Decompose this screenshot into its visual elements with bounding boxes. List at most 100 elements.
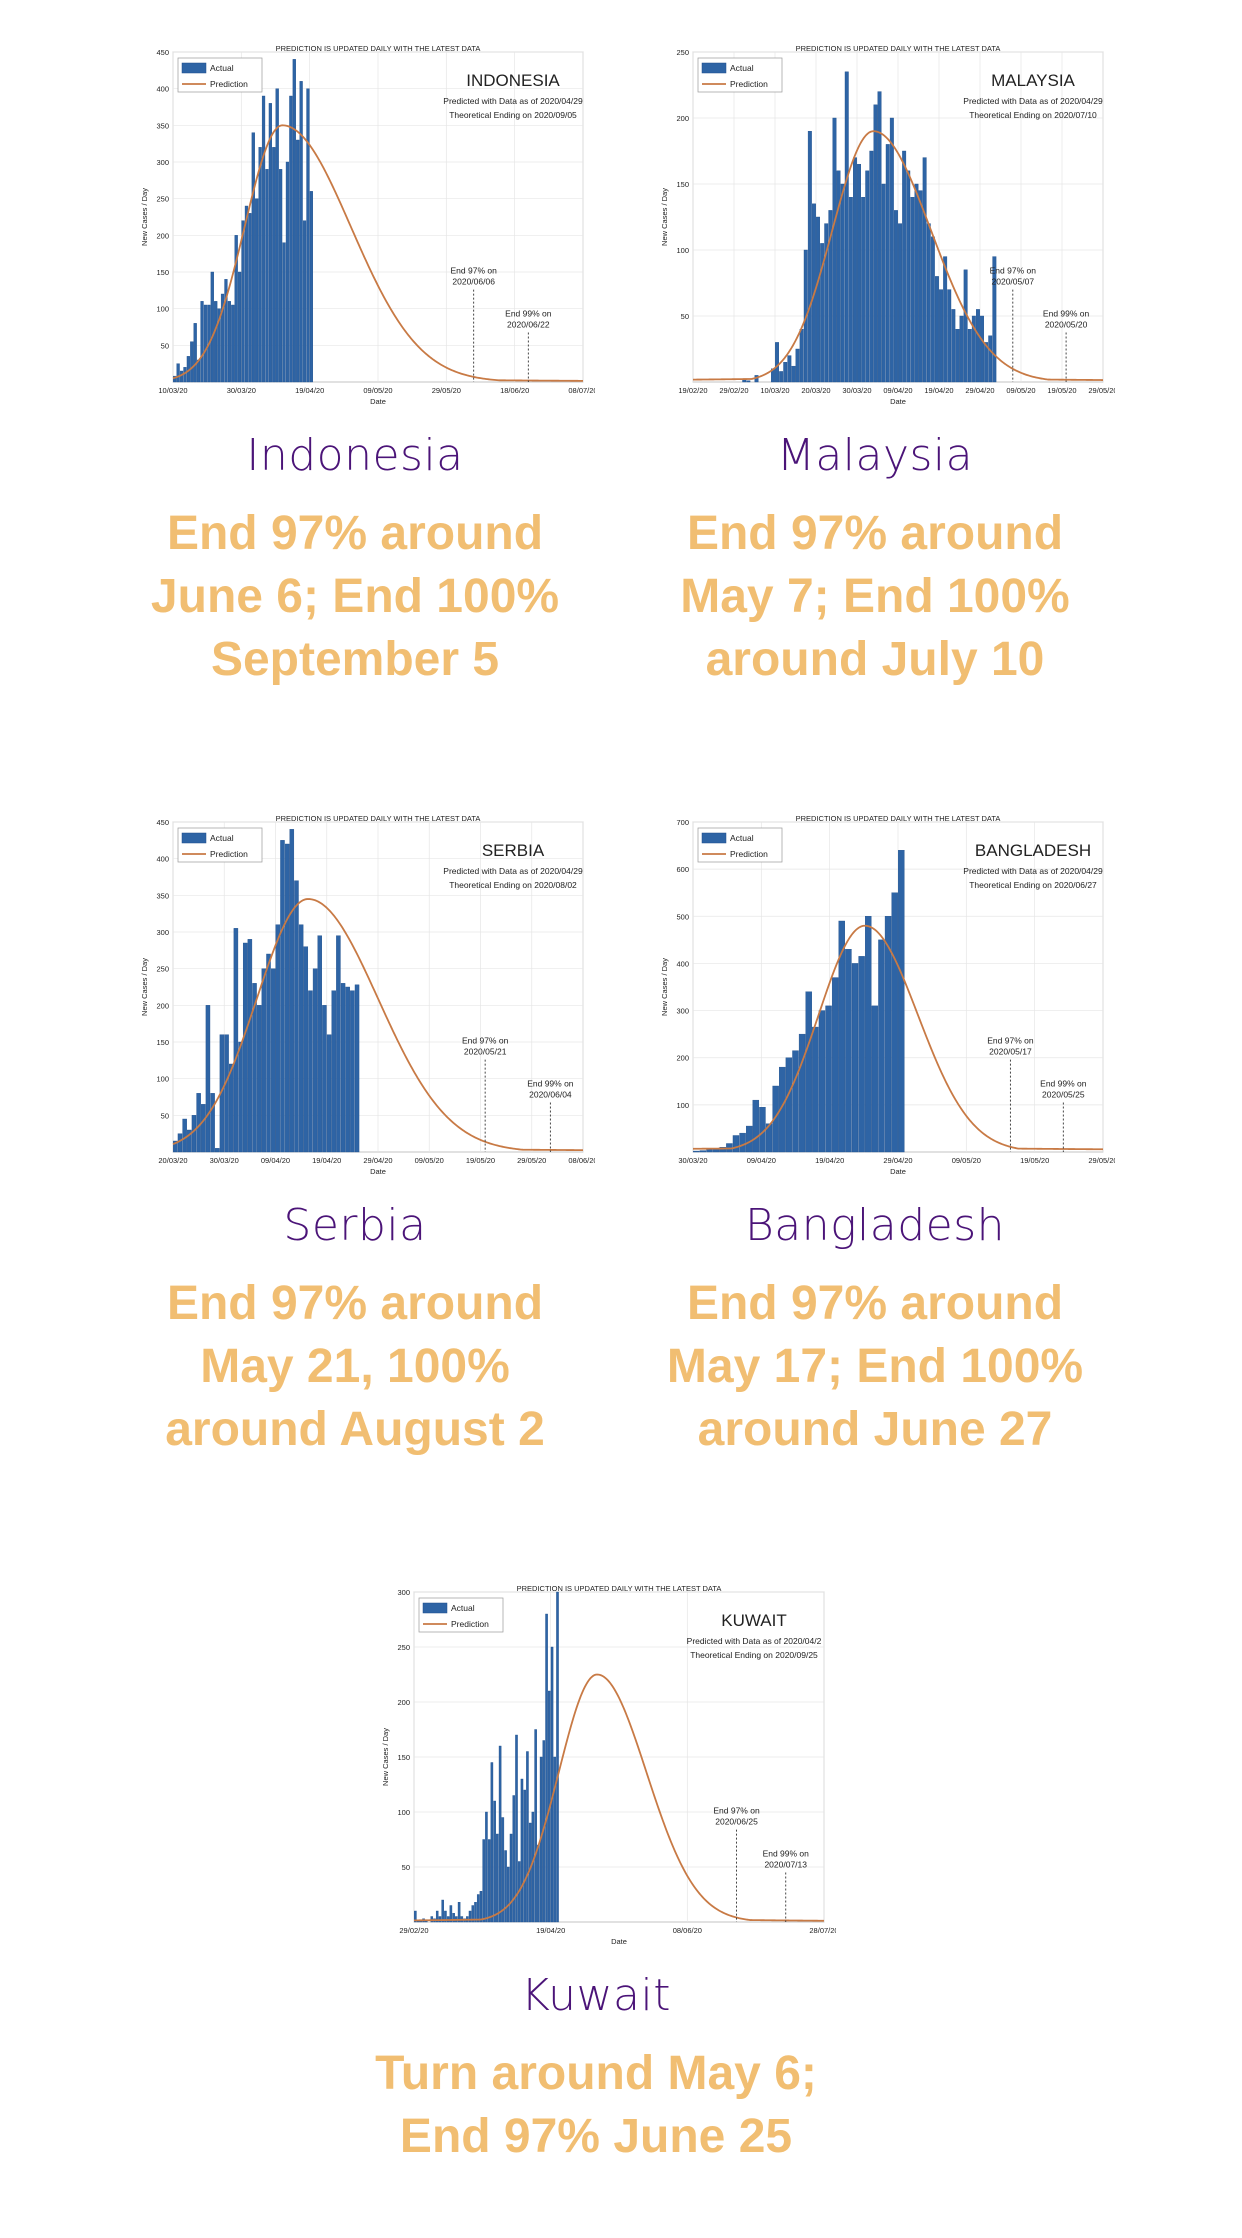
end-label: End 99% on (1040, 1079, 1087, 1089)
legend: Actual Prediction (697, 57, 783, 93)
x-axis-label: Date (370, 1167, 386, 1176)
x-tick-label: 20/03/20 (801, 386, 830, 395)
legend: Actual Prediction (418, 1597, 504, 1633)
x-tick-label: 30/03/20 (678, 1156, 707, 1165)
actual-bar (963, 269, 968, 383)
actual-bar (234, 235, 238, 383)
actual-bar (699, 1150, 707, 1153)
end-label: End 97% on (987, 1036, 1034, 1046)
legend-prediction-label: Prediction (210, 849, 248, 859)
end-date-label: 2020/05/07 (992, 277, 1035, 287)
actual-bar (190, 341, 194, 383)
x-tick-label: 19/04/20 (295, 386, 324, 395)
legend-actual-label: Actual (451, 1603, 475, 1613)
chart-subtitle: Predicted with Data as of 2020/04/29 (443, 866, 583, 876)
x-tick-label: 29/04/20 (883, 1156, 912, 1165)
y-tick-label: 200 (156, 231, 169, 240)
actual-bar (869, 150, 874, 383)
actual-bar (441, 1899, 444, 1923)
actual-bar (976, 309, 980, 383)
legend-prediction-label: Prediction (730, 849, 768, 859)
actual-bar (229, 1063, 234, 1153)
y-tick-label: 200 (676, 114, 689, 123)
x-axis-label: Date (611, 1937, 627, 1946)
chart-svg: 100 200 300 400 500 600 700 30/03/20 09/04/20 19/… (660, 814, 1115, 1176)
actual-bar (922, 157, 927, 383)
prediction-line (692, 924, 1104, 1151)
legend-actual-label: Actual (210, 833, 234, 843)
actual-bar (173, 1140, 178, 1153)
y-tick-label: 350 (156, 121, 169, 130)
actual-bar (732, 1135, 740, 1153)
country-name: Bangladesh (744, 1200, 1006, 1251)
actual-bar (299, 81, 303, 383)
actual-bar (177, 1133, 183, 1153)
y-tick-label: 150 (397, 1753, 410, 1762)
actual-bar (988, 335, 993, 383)
chart-title: KUWAIT (721, 1611, 786, 1630)
legend-prediction-label: Prediction (730, 79, 768, 89)
prediction-line (413, 1673, 825, 1922)
actual-bar (906, 170, 911, 383)
actual-bar (893, 210, 898, 383)
chart-banner: PREDICTION IS UPDATED DAILY WITH THE LAT… (796, 44, 1001, 53)
actual-bar (322, 1005, 327, 1153)
actual-bar (251, 132, 255, 383)
actual-bar (345, 986, 350, 1153)
x-axis-label: Date (890, 1167, 906, 1176)
x-tick-label: 09/04/20 (883, 386, 912, 395)
actual-bar (435, 1910, 439, 1923)
actual-bar (959, 315, 964, 383)
actual-bar (501, 1817, 505, 1923)
actual-bar (482, 1839, 485, 1923)
y-tick-label: 300 (156, 928, 169, 937)
country-summary: End 97% around May 21, 100% around Augus… (165, 1277, 545, 1456)
actual-bar (309, 191, 313, 383)
x-tick-label: 09/05/20 (415, 1156, 444, 1165)
actual-bar (746, 1125, 753, 1153)
actual-bar (238, 271, 242, 383)
actual-bar (526, 1751, 529, 1923)
legend-actual-label: Actual (730, 63, 754, 73)
chart-kuwait: 50 100 150 200 250 300 29/02/20 19/04/20 08/06/2… (376, 1580, 836, 1950)
end-date-label: 2020/05/25 (1042, 1090, 1085, 1100)
actual-bar (285, 161, 290, 383)
actual-bar (182, 1118, 187, 1153)
end-date-label: 2020/05/21 (464, 1047, 507, 1057)
end-label: End 99% on (1043, 309, 1090, 319)
actual-bar (457, 1902, 461, 1923)
chart-svg: 50 100 150 200 250 300 350 400 450 20/03/20 30/03/… (140, 814, 595, 1176)
actual-bar (910, 196, 915, 383)
end-label: End 97% on (462, 1036, 509, 1046)
legend-actual-swatch (181, 62, 207, 74)
actual-bar (498, 1745, 502, 1923)
x-tick-label: 19/04/20 (815, 1156, 844, 1165)
x-tick-label: 19/04/20 (924, 386, 953, 395)
chart-subtitle: Predicted with Data as of 2020/04/29 (963, 96, 1103, 106)
actual-bar (205, 1005, 211, 1153)
y-tick-label: 600 (676, 865, 689, 874)
chart-subtitle: Theoretical Ending on 2020/07/10 (969, 110, 1097, 120)
legend-prediction-label: Prediction (451, 1619, 489, 1629)
actual-bar (871, 1005, 879, 1153)
actual-bar (765, 1123, 773, 1153)
actual-bar (282, 242, 286, 383)
end-date-label: 2020/07/13 (764, 1860, 807, 1870)
actual-bar (545, 1613, 548, 1923)
x-tick-label: 09/05/20 (1006, 386, 1035, 395)
actual-bar (752, 1099, 760, 1153)
actual-bar (504, 1850, 507, 1923)
y-tick-label: 350 (156, 891, 169, 900)
actual-bar (816, 216, 821, 383)
chart-indonesia: 50 100 150 200 250 300 350 400 450 10/03/20 30/03/… (135, 40, 595, 410)
actual-bar (292, 59, 296, 383)
prediction-line (692, 130, 1104, 381)
y-tick-label: 100 (156, 1075, 169, 1084)
actual-bar (935, 276, 939, 383)
actual-bar (947, 289, 952, 383)
x-tick-label: 29/02/20 (399, 1926, 428, 1935)
actual-bar (258, 147, 262, 383)
y-tick-label: 100 (397, 1808, 410, 1817)
chart-serbia: 50 100 150 200 250 300 350 400 450 20/03/20 30/03/… (135, 810, 595, 1180)
legend-actual-swatch (701, 832, 727, 844)
